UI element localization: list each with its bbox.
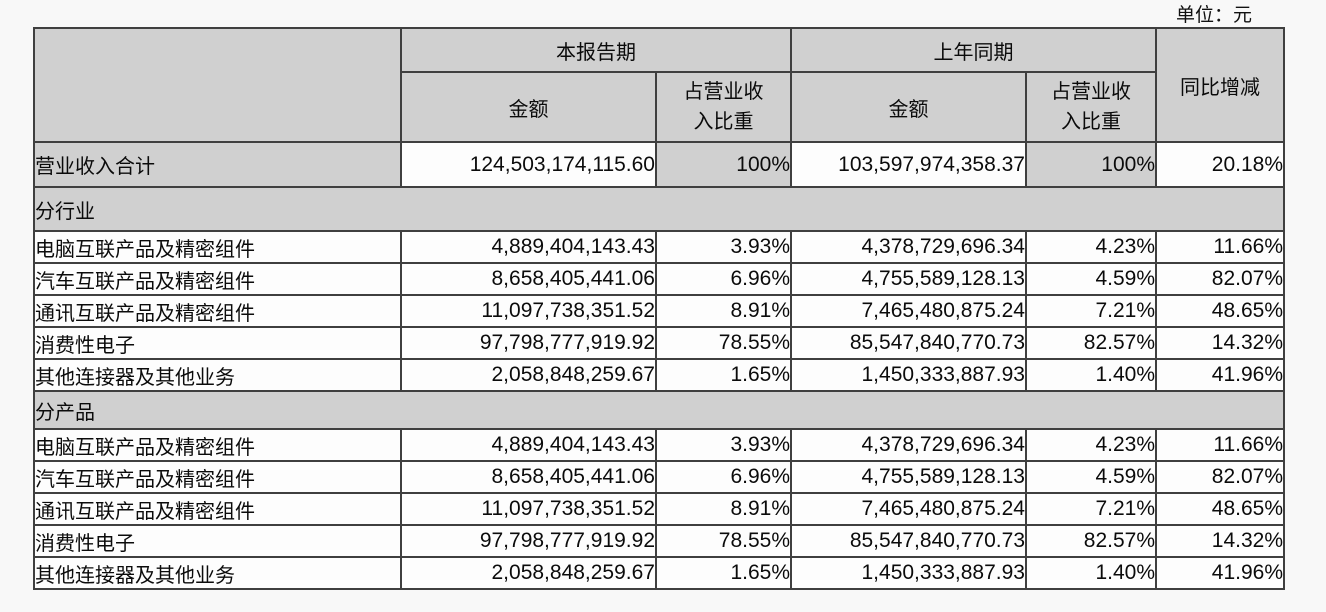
- cell-prior-share: 82.57%: [1025, 524, 1157, 558]
- table-row-section-product: 分产品: [33, 390, 1285, 430]
- cell-label: 通讯互联产品及精密组件: [33, 294, 402, 328]
- table-row-total: 营业收入合计 124,503,174,115.60 100% 103,597,9…: [33, 141, 1285, 188]
- corner-cell: [33, 27, 402, 143]
- cell-current-share: 78.55%: [655, 524, 792, 558]
- table-row: 消费性电子 97,798,777,919.92 78.55% 85,547,84…: [33, 326, 1285, 360]
- header-share-prior: 占营业收 入比重: [1025, 71, 1157, 143]
- cell-current-share: 3.93%: [655, 428, 792, 462]
- cell-yoy: 11.66%: [1155, 230, 1285, 264]
- table-header-row-subcolumns: 金额 占营业收 入比重 金额 占营业收 入比重: [34, 71, 1284, 143]
- table-row: 通讯互联产品及精密组件 11,097,738,351.52 8.91% 7,46…: [33, 492, 1285, 526]
- cell-yoy: 48.65%: [1155, 492, 1285, 526]
- table-row: 其他连接器及其他业务 2,058,848,259.67 1.65% 1,450,…: [33, 556, 1285, 590]
- cell-yoy: 82.07%: [1155, 460, 1285, 494]
- cell-current-share: 8.91%: [655, 492, 792, 526]
- cell-yoy: 11.66%: [1155, 428, 1285, 462]
- table-row: 其他连接器及其他业务 2,058,848,259.67 1.65% 1,450,…: [33, 358, 1285, 392]
- table-row: 通讯互联产品及精密组件 11,097,738,351.52 8.91% 7,46…: [33, 294, 1285, 328]
- cell-current-share: 1.65%: [655, 556, 792, 590]
- cell-label: 营业收入合计: [33, 141, 402, 188]
- cell-prior-amount: 4,378,729,696.34: [790, 230, 1027, 264]
- cell-current-share: 1.65%: [655, 358, 792, 392]
- unit-label: 单位：元: [1175, 5, 1252, 26]
- cell-current-amount: 8,658,405,441.06: [400, 262, 657, 296]
- cell-current-amount: 2,058,848,259.67: [400, 358, 657, 392]
- cell-prior-amount: 4,755,589,128.13: [790, 460, 1027, 494]
- cell-prior-amount: 1,450,333,887.93: [790, 358, 1027, 392]
- cell-prior-amount: 4,378,729,696.34: [790, 428, 1027, 462]
- cell-current-amount: 4,889,404,143.43: [400, 428, 657, 462]
- cell-current-amount: 97,798,777,919.92: [400, 524, 657, 558]
- cell-prior-share: 7.21%: [1025, 294, 1157, 328]
- cell-yoy: 14.32%: [1155, 326, 1285, 360]
- section-title: 分行业: [33, 186, 1285, 232]
- cell-current-share: 6.96%: [655, 262, 792, 296]
- cell-current-amount: 8,658,405,441.06: [400, 460, 657, 494]
- cell-current-amount: 4,889,404,143.43: [400, 230, 657, 264]
- cell-current-amount: 2,058,848,259.67: [400, 556, 657, 590]
- cell-prior-share: 7.21%: [1025, 492, 1157, 526]
- cell-current-share: 3.93%: [655, 230, 792, 264]
- table-row: 汽车互联产品及精密组件 8,658,405,441.06 6.96% 4,755…: [33, 460, 1285, 494]
- cell-label: 其他连接器及其他业务: [33, 556, 402, 590]
- cell-label: 消费性电子: [33, 524, 402, 558]
- cell-prior-amount: 1,450,333,887.93: [790, 556, 1027, 590]
- cell-label: 电脑互联产品及精密组件: [33, 230, 402, 264]
- cell-current-amount: 124,503,174,115.60: [400, 141, 657, 188]
- cell-prior-amount: 85,547,840,770.73: [790, 524, 1027, 558]
- header-amount-prior: 金额: [790, 71, 1027, 143]
- section-title: 分产品: [33, 390, 1285, 430]
- cell-label: 消费性电子: [33, 326, 402, 360]
- cell-current-share: 6.96%: [655, 460, 792, 494]
- cell-prior-share: 4.23%: [1025, 428, 1157, 462]
- cell-prior-share: 4.59%: [1025, 262, 1157, 296]
- cell-label: 电脑互联产品及精密组件: [33, 428, 402, 462]
- cell-prior-share: 100%: [1025, 141, 1157, 188]
- table-row-section-industry: 分行业: [33, 186, 1285, 232]
- cell-current-share: 78.55%: [655, 326, 792, 360]
- table-row: 消费性电子 97,798,777,919.92 78.55% 85,547,84…: [33, 524, 1285, 558]
- cell-current-amount: 11,097,738,351.52: [400, 492, 657, 526]
- header-current-period: 本报告期: [400, 27, 792, 73]
- cell-current-amount: 11,097,738,351.52: [400, 294, 657, 328]
- cell-label: 汽车互联产品及精密组件: [33, 460, 402, 494]
- cell-current-share: 100%: [655, 141, 792, 188]
- table-row: 电脑互联产品及精密组件 4,889,404,143.43 3.93% 4,378…: [33, 230, 1285, 264]
- cell-current-share: 8.91%: [655, 294, 792, 328]
- table-row: 汽车互联产品及精密组件 8,658,405,441.06 6.96% 4,755…: [33, 262, 1285, 296]
- table-header-row-groups: 本报告期 上年同期 同比增减: [33, 27, 1285, 143]
- cell-yoy: 41.96%: [1155, 556, 1285, 590]
- cell-yoy: 82.07%: [1155, 262, 1285, 296]
- cell-label: 通讯互联产品及精密组件: [33, 492, 402, 526]
- cell-prior-share: 4.23%: [1025, 230, 1157, 264]
- cell-prior-amount: 4,755,589,128.13: [790, 262, 1027, 296]
- cell-prior-amount: 7,465,480,875.24: [790, 294, 1027, 328]
- cell-prior-share: 1.40%: [1025, 358, 1157, 392]
- header-share-current: 占营业收 入比重: [655, 71, 792, 143]
- table-row: 电脑互联产品及精密组件 4,889,404,143.43 3.93% 4,378…: [33, 428, 1285, 462]
- header-prior-period: 上年同期: [790, 27, 1157, 73]
- cell-yoy: 41.96%: [1155, 358, 1285, 392]
- header-yoy-change: 同比增减: [1155, 27, 1285, 143]
- revenue-breakdown-table: 本报告期 上年同期 同比增减 金额 占营业收 入比重 金额 占营业收 入比重 营…: [33, 27, 1285, 590]
- cell-prior-amount: 103,597,974,358.37: [790, 141, 1027, 188]
- cell-prior-share: 4.59%: [1025, 460, 1157, 494]
- cell-yoy: 14.32%: [1155, 524, 1285, 558]
- cell-label: 汽车互联产品及精密组件: [33, 262, 402, 296]
- cell-prior-share: 82.57%: [1025, 326, 1157, 360]
- cell-label: 其他连接器及其他业务: [33, 358, 402, 392]
- cell-yoy: 48.65%: [1155, 294, 1285, 328]
- header-amount-current: 金额: [400, 71, 657, 143]
- cell-prior-amount: 7,465,480,875.24: [790, 492, 1027, 526]
- cell-yoy: 20.18%: [1155, 141, 1285, 188]
- cell-prior-amount: 85,547,840,770.73: [790, 326, 1027, 360]
- cell-prior-share: 1.40%: [1025, 556, 1157, 590]
- cell-current-amount: 97,798,777,919.92: [400, 326, 657, 360]
